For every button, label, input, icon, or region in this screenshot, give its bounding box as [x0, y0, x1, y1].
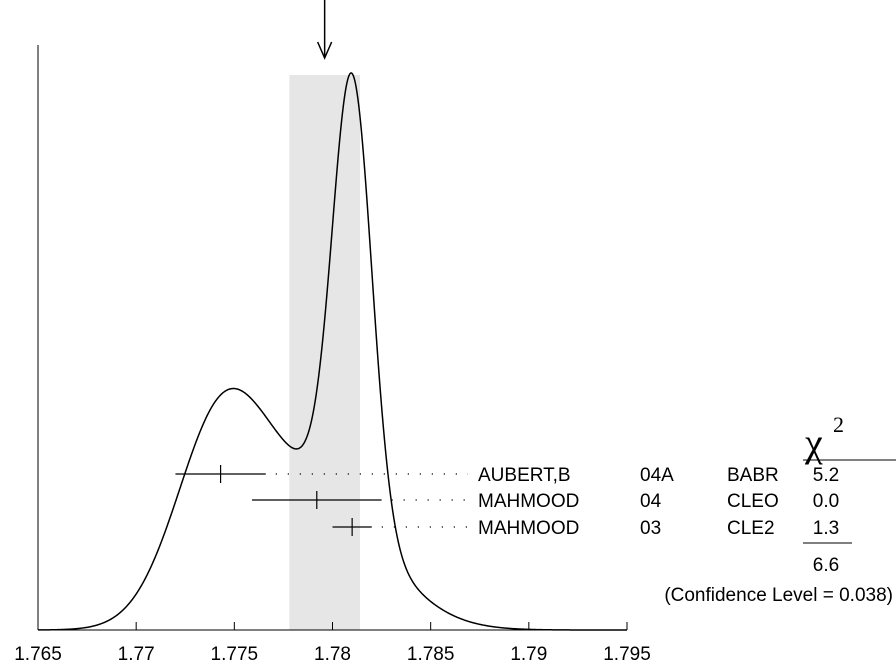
chi2-symbol: χ	[804, 420, 823, 465]
year-label: 04	[640, 491, 662, 512]
chi2-total: 6.6	[813, 555, 839, 576]
chi2-value: 5.2	[813, 465, 839, 486]
author-label: MAHMOOD	[478, 491, 579, 512]
chi2-value: 0.0	[813, 491, 839, 512]
x-tick-label: 1.775	[211, 644, 259, 665]
average-band	[289, 75, 360, 630]
year-label: 03	[640, 518, 661, 539]
year-label: 04A	[640, 465, 674, 486]
technique-label: BABR	[727, 465, 779, 486]
confidence-level: (Confidence Level = 0.038)	[664, 585, 893, 606]
author-label: AUBERT,B	[478, 465, 571, 486]
x-tick-label: 1.78	[314, 644, 351, 665]
author-label: MAHMOOD	[478, 518, 579, 539]
x-tick-label: 1.785	[407, 644, 455, 665]
chi2-header: χ 2	[803, 412, 896, 465]
technique-label: CLE2	[727, 518, 775, 539]
measurement-row: MAHMOOD 04 CLEO 0.0	[252, 491, 839, 512]
ideogram-curve	[38, 72, 627, 631]
x-tick-label: 1.79	[510, 644, 547, 665]
measurement-row: AUBERT,B 04A BABR 5.2	[175, 465, 839, 486]
x-axis-ticks: 1.765 1.77 1.775 1.78 1.785 1.79 1.795	[14, 622, 651, 665]
technique-label: CLEO	[727, 491, 779, 512]
chi2-value: 1.3	[813, 518, 839, 539]
chi2-superscript: 2	[833, 412, 844, 437]
x-tick-label: 1.77	[118, 644, 155, 665]
measurement-row: MAHMOOD 03 CLE2 1.3	[332, 518, 839, 539]
x-tick-label: 1.795	[603, 644, 651, 665]
x-tick-label: 1.765	[14, 644, 62, 665]
average-arrow-icon	[316, 0, 333, 60]
